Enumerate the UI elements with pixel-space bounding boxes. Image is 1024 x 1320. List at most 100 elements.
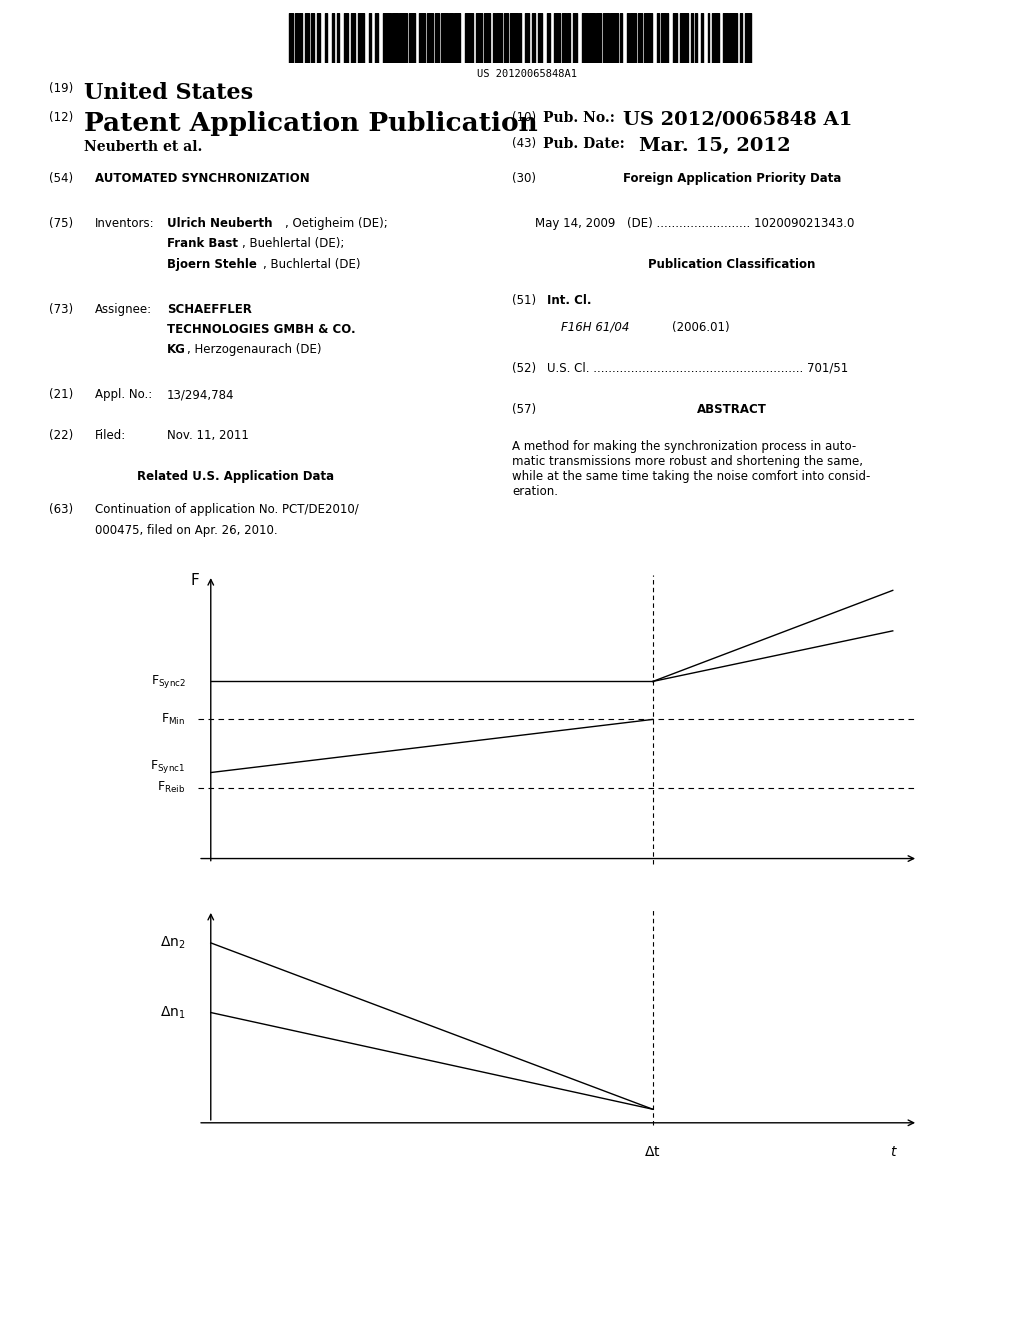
Text: (57): (57) (512, 403, 537, 416)
Bar (350, 13, 354, 63)
Text: United States: United States (84, 82, 253, 104)
Bar (344, 13, 348, 63)
Bar (449, 13, 453, 63)
Bar (561, 13, 566, 63)
Text: Mar. 15, 2012: Mar. 15, 2012 (639, 137, 791, 156)
Text: (10): (10) (512, 111, 537, 124)
Bar (427, 13, 433, 63)
Bar (465, 13, 473, 63)
Bar (325, 13, 328, 63)
Bar (589, 13, 595, 63)
Bar (567, 13, 569, 63)
Text: U.S. Cl. ........................................................ 701/51: U.S. Cl. ...............................… (547, 362, 848, 375)
Bar (723, 13, 728, 63)
Text: $\mathsf{F_{Sync1}}$: $\mathsf{F_{Sync1}}$ (151, 758, 185, 775)
Text: (12): (12) (49, 111, 74, 124)
Text: (2006.01): (2006.01) (672, 321, 729, 334)
Text: Int. Cl.: Int. Cl. (547, 294, 591, 308)
Text: May 14, 2009: May 14, 2009 (535, 216, 614, 230)
Text: Pub. No.:: Pub. No.: (543, 111, 614, 125)
Bar (627, 13, 629, 63)
Bar (476, 13, 482, 63)
Bar (419, 13, 425, 63)
Bar (700, 13, 703, 63)
Bar (435, 13, 439, 63)
Bar (694, 13, 697, 63)
Bar (610, 13, 618, 63)
Text: Filed:: Filed: (95, 429, 127, 442)
Text: (43): (43) (512, 137, 537, 150)
Bar (572, 13, 578, 63)
Text: $\mathsf{F_{Min}}$: $\mathsf{F_{Min}}$ (162, 711, 185, 727)
Text: $\mathsf{\Delta n_2}$: $\mathsf{\Delta n_2}$ (160, 935, 185, 952)
Text: KG: KG (167, 343, 185, 356)
Text: (52): (52) (512, 362, 537, 375)
Bar (493, 13, 495, 63)
Text: , Oetigheim (DE);: , Oetigheim (DE); (285, 216, 387, 230)
Bar (644, 13, 652, 63)
Text: Pub. Date:: Pub. Date: (543, 137, 625, 152)
Bar (621, 13, 622, 63)
Bar (305, 13, 309, 63)
Bar (441, 13, 447, 63)
Text: AUTOMATED SYNCHRONIZATION: AUTOMATED SYNCHRONIZATION (95, 172, 310, 185)
Bar (383, 13, 390, 63)
Bar (375, 13, 378, 63)
Bar (547, 13, 550, 63)
Text: (75): (75) (49, 216, 74, 230)
Bar (673, 13, 678, 63)
Text: Bjoern Stehle: Bjoern Stehle (167, 257, 257, 271)
Bar (712, 13, 714, 63)
Bar (524, 13, 528, 63)
Text: F: F (190, 573, 200, 587)
Text: Patent Application Publication: Patent Application Publication (84, 111, 538, 136)
Bar (337, 13, 340, 63)
Text: Inventors:: Inventors: (95, 216, 155, 230)
Text: US 20120065848A1: US 20120065848A1 (477, 69, 578, 79)
Bar (691, 13, 693, 63)
Bar (662, 13, 666, 63)
Bar (667, 13, 669, 63)
Text: (21): (21) (49, 388, 74, 401)
Bar (410, 13, 416, 63)
Text: 000475, filed on Apr. 26, 2010.: 000475, filed on Apr. 26, 2010. (95, 524, 278, 536)
Text: (73): (73) (49, 302, 74, 315)
Text: Foreign Application Priority Data: Foreign Application Priority Data (623, 172, 842, 185)
Bar (455, 13, 461, 63)
Text: US 2012/0065848 A1: US 2012/0065848 A1 (623, 111, 852, 129)
Text: Related U.S. Application Data: Related U.S. Application Data (137, 470, 334, 483)
Bar (708, 13, 710, 63)
Bar (745, 13, 752, 63)
Text: SCHAEFFLER: SCHAEFFLER (167, 302, 252, 315)
Text: (51): (51) (512, 294, 537, 308)
Bar (554, 13, 560, 63)
Bar (392, 13, 398, 63)
Text: t: t (890, 1144, 896, 1159)
Bar (332, 13, 334, 63)
Text: Nov. 11, 2011: Nov. 11, 2011 (167, 429, 249, 442)
Text: $\mathsf{\Delta n_1}$: $\mathsf{\Delta n_1}$ (160, 1005, 185, 1020)
Bar (603, 13, 609, 63)
Bar (311, 13, 314, 63)
Bar (510, 13, 517, 63)
Text: Continuation of application No. PCT/DE2010/: Continuation of application No. PCT/DE20… (95, 503, 359, 516)
Text: Publication Classification: Publication Classification (648, 257, 816, 271)
Text: $\mathsf{F_{Reib}}$: $\mathsf{F_{Reib}}$ (158, 780, 185, 795)
Text: (63): (63) (49, 503, 74, 516)
Text: (DE) ......................... 102009021343.0: (DE) ......................... 102009021… (627, 216, 854, 230)
Bar (631, 13, 637, 63)
Text: Appl. No.:: Appl. No.: (95, 388, 153, 401)
Bar (638, 13, 642, 63)
Bar (496, 13, 502, 63)
Text: Frank Bast: Frank Bast (167, 238, 238, 249)
Bar (358, 13, 365, 63)
Text: (30): (30) (512, 172, 536, 185)
Text: A method for making the synchronization process in auto-
matic transmissions mor: A method for making the synchronization … (512, 440, 870, 498)
Bar (296, 13, 298, 63)
Text: Assignee:: Assignee: (95, 302, 153, 315)
Bar (680, 13, 687, 63)
Bar (729, 13, 737, 63)
Text: , Buehlertal (DE);: , Buehlertal (DE); (242, 238, 344, 249)
Text: , Buchlertal (DE): , Buchlertal (DE) (263, 257, 360, 271)
Bar (369, 13, 371, 63)
